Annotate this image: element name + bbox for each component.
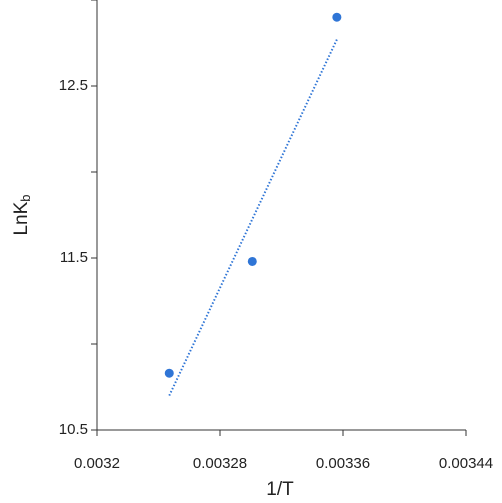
y-tick-label: 12.5 <box>59 77 88 94</box>
y-axis-label-main: LnK <box>11 201 32 235</box>
data-point <box>164 368 174 378</box>
x-axis-label: 1/T <box>266 479 294 500</box>
trendline <box>168 39 338 397</box>
x-tick-label: 0.0032 <box>74 455 120 472</box>
y-axis-label-sub: b <box>18 194 33 201</box>
x-tick-label: 0.00336 <box>316 455 370 472</box>
y-tick-label: 11.5 <box>60 249 88 266</box>
data-point <box>332 12 342 22</box>
y-tick-label: 10.5 <box>59 421 88 438</box>
y-axis-label: LnKb <box>11 194 33 235</box>
x-tick-label: 0.00328 <box>193 455 247 472</box>
data-point <box>247 256 257 266</box>
x-tick-label: 0.00344 <box>439 455 493 472</box>
